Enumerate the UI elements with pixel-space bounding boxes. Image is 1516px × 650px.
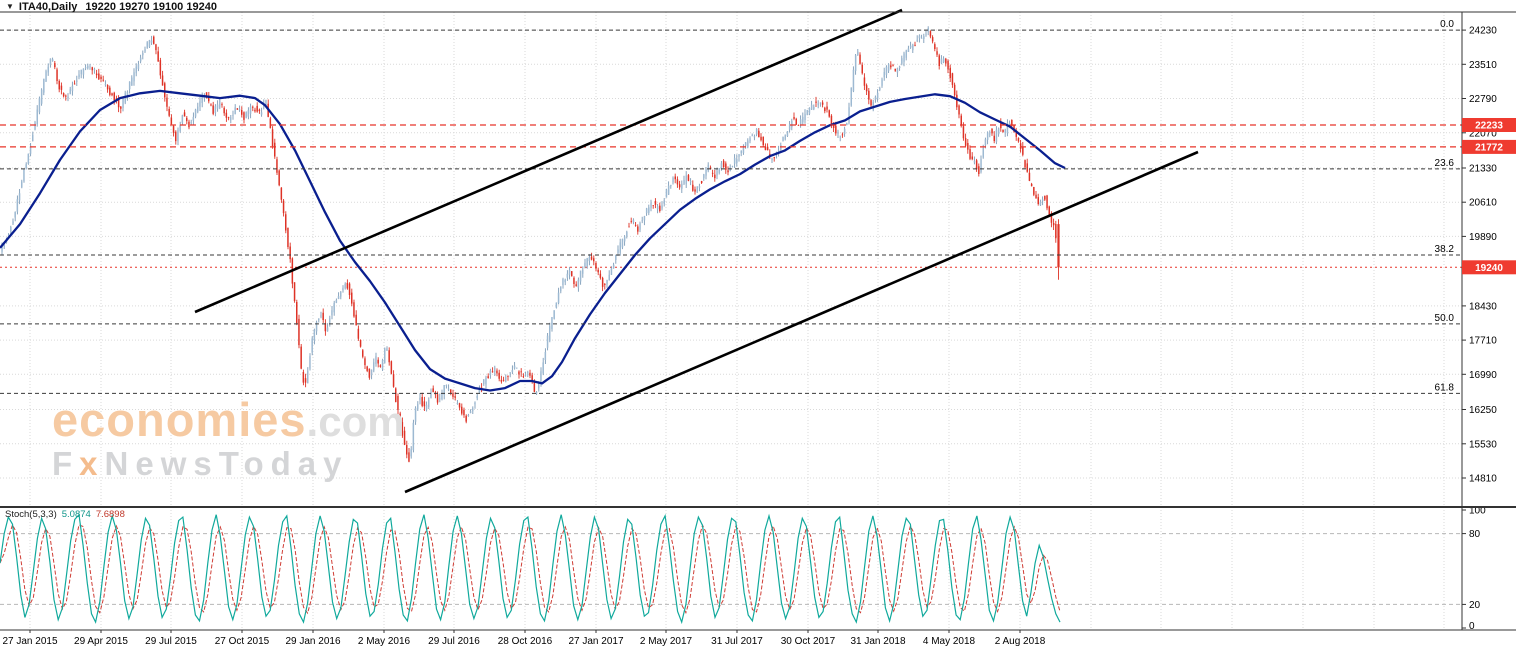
watermark-fxnewstoday: FxNewsToday [52, 447, 405, 481]
fib-retracement: 0.0 23.6 38.2 50.0 61.8 [0, 19, 1462, 394]
svg-text:29 Jan 2016: 29 Jan 2016 [285, 636, 340, 647]
svg-text:24230: 24230 [1469, 26, 1497, 37]
moving-average-line [0, 89, 1066, 392]
svg-text:2 May 2017: 2 May 2017 [640, 636, 693, 647]
symbol-title: ITA40,Daily [18, 1, 78, 13]
svg-text:17710: 17710 [1469, 336, 1497, 347]
svg-text:30 Oct 2017: 30 Oct 2017 [781, 636, 836, 647]
price-axis[interactable]: 24230 23510 22790 22070 21330 20610 19890 18430… [1461, 0, 1516, 650]
svg-text:29 Apr 2015: 29 Apr 2015 [74, 636, 128, 647]
svg-text:2 May 2016: 2 May 2016 [358, 636, 411, 647]
svg-text:15530: 15530 [1469, 439, 1497, 450]
svg-text:22070: 22070 [1469, 128, 1497, 139]
chart-header: ▼ ITA40,Daily 19220 19270 19100 19240 [6, 0, 217, 13]
stochastic-panel: 100 80 20 0 [0, 506, 1486, 632]
svg-text:19890: 19890 [1469, 232, 1497, 243]
svg-text:28 Oct 2016: 28 Oct 2016 [498, 636, 553, 647]
svg-text:16250: 16250 [1469, 405, 1497, 416]
stoch-d-value: 7.6898 [95, 509, 125, 520]
svg-text:31 Jul 2017: 31 Jul 2017 [711, 636, 763, 647]
svg-text:50.0: 50.0 [1435, 313, 1455, 324]
watermark: economies.com FxNewsToday [52, 396, 405, 481]
watermark-economies-com: economies.com [52, 396, 405, 444]
watermark-x: x [79, 444, 105, 482]
price-tag-current: 19240 [1462, 260, 1516, 275]
watermark-f: F [52, 444, 80, 482]
svg-text:80: 80 [1469, 529, 1481, 540]
svg-text:27 Jan 2017: 27 Jan 2017 [568, 636, 623, 647]
svg-text:23.6: 23.6 [1435, 158, 1455, 169]
svg-text:21330: 21330 [1469, 164, 1497, 175]
svg-text:100: 100 [1469, 506, 1486, 517]
svg-text:16990: 16990 [1469, 370, 1497, 381]
stoch-indicator-name: Stoch(5,3,3) [5, 509, 57, 520]
svg-text:18430: 18430 [1469, 301, 1497, 312]
stochastic-indicator-label: Stoch(5,3,3) 5.0874 7.6898 [5, 509, 125, 520]
svg-text:29 Jul 2015: 29 Jul 2015 [145, 636, 197, 647]
svg-text:20: 20 [1469, 600, 1481, 611]
svg-text:22233: 22233 [1475, 121, 1503, 132]
time-axis[interactable]: 27 Jan 2015 29 Apr 2015 29 Jul 2015 27 Oct … [2, 630, 1046, 647]
svg-text:31 Jan 2018: 31 Jan 2018 [850, 636, 905, 647]
svg-text:23510: 23510 [1469, 60, 1497, 71]
watermark-domain: .com [306, 398, 405, 445]
svg-text:4 May 2018: 4 May 2018 [923, 636, 976, 647]
svg-text:19240: 19240 [1475, 263, 1503, 274]
svg-text:38.2: 38.2 [1435, 244, 1455, 255]
resistance-lines [0, 124, 1462, 148]
trend-channel [194, 8, 1199, 494]
svg-text:22790: 22790 [1469, 94, 1497, 105]
symbol-dropdown-icon[interactable]: ▼ [6, 2, 14, 11]
svg-text:20610: 20610 [1469, 198, 1497, 209]
price-tag-22233: 22233 [1462, 118, 1516, 132]
stoch-k-value: 5.0874 [61, 509, 91, 520]
watermark-brand: economies [52, 393, 307, 446]
svg-text:29 Jul 2016: 29 Jul 2016 [428, 636, 480, 647]
svg-text:14810: 14810 [1469, 474, 1497, 485]
svg-text:0.0: 0.0 [1440, 19, 1454, 30]
svg-text:27 Oct 2015: 27 Oct 2015 [215, 636, 270, 647]
ohlc-values: 19220 19270 19100 19240 [85, 1, 217, 13]
price-tag-21772: 21772 [1462, 139, 1516, 154]
grid-layer [0, 12, 1462, 630]
watermark-rest: NewsToday [104, 444, 349, 482]
panel-frames [0, 11, 1516, 631]
svg-text:61.8: 61.8 [1435, 382, 1455, 393]
svg-text:2 Aug 2018: 2 Aug 2018 [995, 636, 1046, 647]
svg-text:27 Jan 2015: 27 Jan 2015 [2, 636, 57, 647]
svg-text:21772: 21772 [1475, 142, 1503, 153]
svg-text:0: 0 [1469, 621, 1475, 632]
